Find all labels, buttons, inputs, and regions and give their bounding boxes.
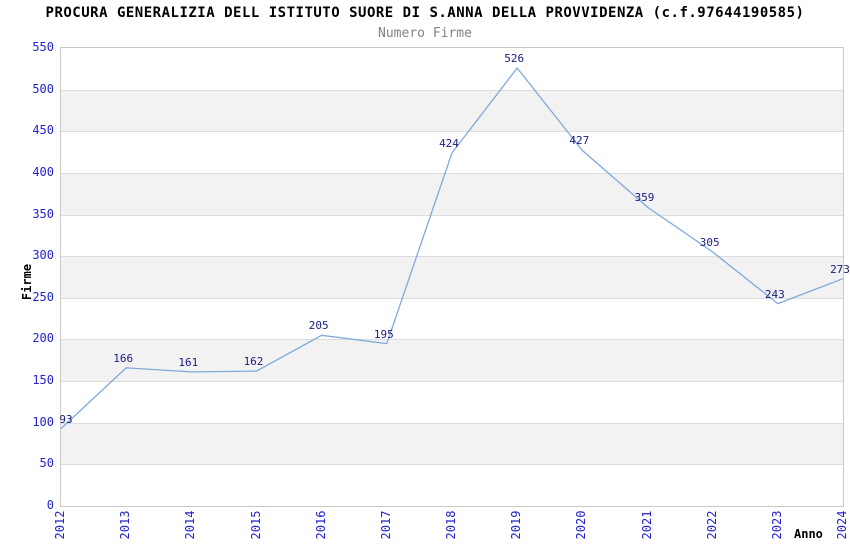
y-tick-label: 0 xyxy=(46,498,54,512)
x-tick-label: 2022 xyxy=(704,510,719,540)
background-band xyxy=(61,89,843,132)
y-tick-label: 350 xyxy=(32,206,54,221)
y-axis-title: Firme xyxy=(20,263,34,301)
data-point-label: 195 xyxy=(373,327,394,341)
background-band xyxy=(61,172,843,215)
data-point-label: 427 xyxy=(569,134,590,148)
line-series xyxy=(60,66,844,430)
x-axis-title: Anno xyxy=(794,527,823,541)
background-band xyxy=(61,339,843,382)
x-tick-label: 2020 xyxy=(574,510,589,540)
y-tick-label: 300 xyxy=(32,248,54,263)
data-point-label: 205 xyxy=(308,319,329,333)
y-tick-label: 100 xyxy=(32,414,54,429)
gridline xyxy=(61,464,843,465)
x-tick-label: 2015 xyxy=(248,510,263,540)
gridline xyxy=(61,90,843,91)
data-point-label: 243 xyxy=(764,287,785,301)
x-tick-label: 2013 xyxy=(118,510,133,540)
gridline xyxy=(61,381,843,382)
data-point-label: 93 xyxy=(59,412,73,426)
gridline xyxy=(61,423,843,424)
x-tick-label: 2019 xyxy=(509,510,524,540)
plot-area xyxy=(60,47,844,507)
chart-title: PROCURA GENERALIZIA DELL ISTITUTO SUORE … xyxy=(45,5,805,21)
y-tick-label: 150 xyxy=(32,373,54,388)
x-tick-label: 2023 xyxy=(769,510,784,540)
y-tick-label: 250 xyxy=(32,289,54,304)
gridline xyxy=(61,215,843,216)
x-tick-label: 2018 xyxy=(444,510,458,540)
data-point-label: 162 xyxy=(243,355,264,369)
x-tick-label: 2012 xyxy=(53,510,67,540)
background-band xyxy=(61,422,843,465)
gridline xyxy=(61,173,843,174)
gridline xyxy=(61,298,843,299)
y-tick-label: 500 xyxy=(32,81,54,96)
data-point-label: 359 xyxy=(634,191,655,205)
gridline xyxy=(61,339,843,340)
background-band xyxy=(61,256,843,298)
y-tick-label: 550 xyxy=(32,40,54,54)
data-point-label: 424 xyxy=(439,136,459,150)
data-point-label: 305 xyxy=(699,236,720,250)
y-tick-label: 450 xyxy=(32,123,54,138)
y-tick-label: 400 xyxy=(32,164,54,179)
y-tick-label: 200 xyxy=(32,331,54,346)
x-tick-label: 2016 xyxy=(313,510,328,540)
x-tick-label: 2017 xyxy=(378,510,393,540)
data-point-label: 166 xyxy=(113,351,134,365)
x-tick-label: 2024 xyxy=(835,510,849,540)
y-tick-label: 50 xyxy=(39,456,54,471)
data-point-label: 273 xyxy=(830,262,850,276)
chart-subtitle: Numero Firme xyxy=(378,26,472,41)
data-point-label: 526 xyxy=(504,51,525,65)
x-tick-label: 2014 xyxy=(183,510,198,540)
x-tick-label: 2021 xyxy=(639,510,654,540)
series-polyline xyxy=(60,66,844,430)
data-point-label: 161 xyxy=(178,355,199,369)
gridline xyxy=(61,256,843,257)
gridline xyxy=(61,131,843,132)
